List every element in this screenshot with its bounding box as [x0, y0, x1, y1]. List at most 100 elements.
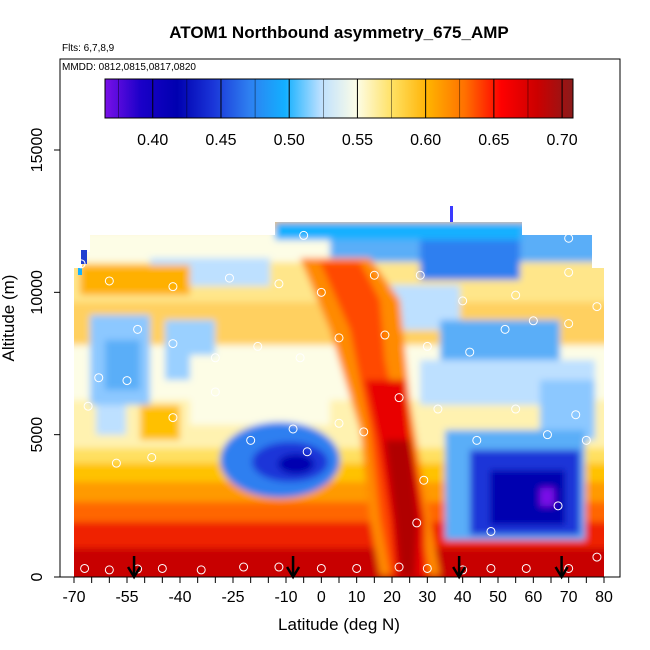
- field-region: [540, 488, 554, 506]
- x-tick-label: -70: [62, 589, 85, 606]
- observation-point: [302, 447, 312, 457]
- spike-mark: [450, 206, 453, 222]
- observation-point: [511, 290, 521, 300]
- observation-point: [104, 276, 114, 286]
- observation-point: [458, 296, 468, 306]
- x-axis-title: Latitude (deg N): [278, 615, 400, 634]
- y-tick-label: 0: [29, 572, 46, 581]
- observation-point: [239, 562, 249, 572]
- observation-point: [80, 563, 90, 573]
- colorbar-tick-label: 0.50: [274, 132, 305, 149]
- observation-point: [76, 259, 86, 269]
- y-tick-label: 15000: [29, 128, 46, 173]
- observation-point: [380, 330, 390, 340]
- flights-note: Flts: 6,7,8,9: [62, 43, 115, 54]
- observation-point: [422, 563, 432, 573]
- colorbar-tick-label: 0.65: [478, 132, 509, 149]
- observation-point: [299, 230, 309, 240]
- field-region: [96, 405, 126, 435]
- observation-point: [94, 373, 104, 383]
- observation-point: [592, 552, 602, 562]
- plot-frame: [59, 58, 621, 578]
- observation-point: [553, 501, 563, 511]
- field-spike: [78, 265, 82, 275]
- field-region: [440, 320, 560, 360]
- observation-point: [412, 518, 422, 528]
- observation-point: [334, 333, 344, 343]
- observation-point: [253, 341, 263, 351]
- x-tick-label: 80: [595, 589, 613, 606]
- observation-point: [472, 435, 482, 445]
- colorbar-strip: [104, 78, 574, 119]
- field-region: [105, 340, 140, 390]
- edge-mark: [81, 250, 87, 264]
- observation-point: [521, 563, 531, 573]
- observation-point: [592, 302, 602, 312]
- colorbar-tick-label: 0.70: [547, 132, 578, 149]
- observation-point: [168, 339, 178, 349]
- colorbar: 0.40 0.45 0.50 0.55 0.60 0.65 0.70: [104, 78, 578, 149]
- x-tick-label: -55: [115, 589, 138, 606]
- x-tick-label: 70: [560, 589, 578, 606]
- observation-point: [486, 526, 496, 536]
- field-region: [420, 240, 520, 280]
- observation-point: [274, 562, 284, 572]
- colorbar-ticks: 0.40 0.45 0.50 0.55 0.60 0.65 0.70: [118, 79, 578, 149]
- colorbar-tick-label: 0.55: [342, 132, 373, 149]
- x-tick-label: 40: [454, 589, 472, 606]
- field-region: [275, 222, 522, 240]
- y-axis-title: Altitude (m): [0, 275, 18, 362]
- observation-point: [133, 324, 143, 334]
- observation-point: [334, 418, 344, 428]
- x-tick-label: 0: [317, 589, 326, 606]
- observation-point: [394, 562, 404, 572]
- observation-point: [564, 319, 574, 329]
- observation-point: [415, 270, 425, 280]
- observation-point: [316, 287, 326, 297]
- observation-point: [542, 430, 552, 440]
- observation-point: [111, 458, 121, 468]
- observation-point: [369, 270, 379, 280]
- observation-point: [168, 282, 178, 292]
- field-region: [385, 440, 418, 575]
- observation-point: [571, 410, 581, 420]
- field-region: [190, 355, 330, 425]
- observation-point: [359, 427, 369, 437]
- x-tick-label: 30: [418, 589, 436, 606]
- colorbar-tick-label: 0.40: [137, 132, 168, 149]
- observation-point: [394, 393, 404, 403]
- observation-point: [316, 563, 326, 573]
- observation-point: [352, 563, 362, 573]
- x-tick-label: -25: [221, 589, 244, 606]
- observation-point: [422, 341, 432, 351]
- field-band: [74, 545, 604, 577]
- colorbar-tick-label: 0.60: [410, 132, 441, 149]
- observation-point: [104, 565, 114, 575]
- observation-point: [500, 324, 510, 334]
- observation-point: [419, 475, 429, 485]
- observation-point: [433, 404, 443, 414]
- y-tick-label: 5000: [29, 417, 46, 453]
- observation-point: [564, 563, 574, 573]
- observation-point: [288, 424, 298, 434]
- x-tick-label: 10: [348, 589, 366, 606]
- x-axis: -70 -55 -40 -25 -10 0 10 20 30 40 50 60 70 80: [62, 577, 613, 606]
- observation-point: [486, 563, 496, 573]
- observation-point: [168, 413, 178, 423]
- observation-point: [224, 273, 234, 283]
- x-tick-label: -40: [168, 589, 191, 606]
- chart-title: ATOM1 Northbound asymmetry_675_AMP: [169, 23, 508, 42]
- x-tick-label: 60: [524, 589, 542, 606]
- observation-point: [564, 267, 574, 277]
- x-tick-label: 50: [489, 589, 507, 606]
- y-tick-label: 10000: [29, 270, 46, 315]
- observation-points: [76, 230, 602, 575]
- observation-point: [157, 563, 167, 573]
- y-axis: 0 5000 10000 15000: [29, 128, 60, 581]
- observation-point: [528, 316, 538, 326]
- x-tick-label: 20: [383, 589, 401, 606]
- dates-note: MMDD: 0812,0815,0817,0820: [62, 62, 196, 73]
- x-tick-label: -10: [274, 589, 297, 606]
- observation-point: [246, 435, 256, 445]
